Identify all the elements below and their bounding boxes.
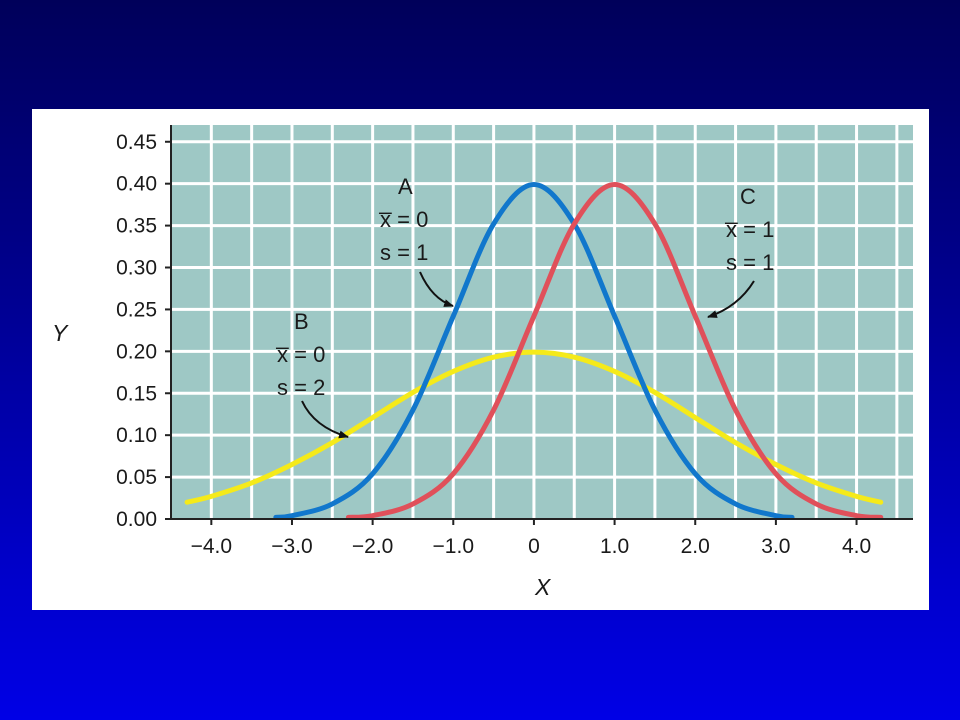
annotation-b-mean: x̅ = 0 <box>275 342 325 367</box>
curves <box>184 182 884 520</box>
annotation-a-arrow <box>419 271 454 307</box>
y-axis-title: Y <box>52 320 69 346</box>
annotation-a-label: A <box>398 174 413 199</box>
curve-c <box>345 182 884 520</box>
curve-a <box>273 182 795 520</box>
axes <box>170 125 913 520</box>
annotation-b-label: B <box>294 309 309 334</box>
y-tick-label: 0.40 <box>116 173 157 196</box>
x-tick-label: 1.0 <box>600 535 629 558</box>
y-tick-labels: 0.00 0.05 0.10 0.15 0.20 0.25 0.30 0.35 0.40 0.45 <box>116 131 171 531</box>
y-tick-label: 0.30 <box>116 257 157 280</box>
plot-area <box>171 125 913 519</box>
normal-curves-chart: 0.00 0.05 0.10 0.15 0.20 0.25 0.30 0.35 0.40 0.45… <box>52 125 913 600</box>
x-axis-title: X <box>534 574 552 600</box>
annotation-b-arrow <box>301 400 349 439</box>
y-tick-label: 0.25 <box>116 298 157 321</box>
y-tick-label: 0.05 <box>116 466 157 489</box>
y-tick-label: 0.10 <box>116 424 157 447</box>
x-tick-label: 3.0 <box>761 535 790 558</box>
x-tick-labels: −4.0 −3.0 −2.0 −1.0 0 1.0 2.0 3.0 4.0 <box>191 519 871 558</box>
x-tick-label: 2.0 <box>681 535 710 558</box>
curve-b <box>184 349 884 505</box>
annotation-b-sd: s = 2 <box>277 375 325 400</box>
y-tick-label: 0.00 <box>116 508 157 531</box>
annotation-a: A x̅ = 0 s = 1 <box>378 174 454 307</box>
x-tick-label: −1.0 <box>433 535 474 558</box>
x-tick-label: −2.0 <box>352 535 393 558</box>
x-tick-label: 0 <box>528 535 540 558</box>
annotation-c: C x̅ = 1 s = 1 <box>707 184 774 318</box>
x-tick-label: −3.0 <box>271 535 312 558</box>
annotation-c-arrow <box>707 280 755 318</box>
annotation-b: B x̅ = 0 s = 2 <box>275 309 349 439</box>
annotation-a-sd: s = 1 <box>380 240 428 265</box>
y-tick-label: 0.45 <box>116 131 157 154</box>
figure-panel: 0.00 0.05 0.10 0.15 0.20 0.25 0.30 0.35 0.40 0.45… <box>32 109 929 610</box>
annotation-c-mean: x̅ = 1 <box>724 217 774 242</box>
y-tick-label: 0.35 <box>116 215 157 238</box>
x-tick-label: 4.0 <box>842 535 871 558</box>
annotation-a-mean: x̅ = 0 <box>378 207 428 232</box>
annotation-c-label: C <box>740 184 756 209</box>
y-tick-label: 0.15 <box>116 382 157 405</box>
annotation-c-sd: s = 1 <box>726 250 774 275</box>
y-tick-label: 0.20 <box>116 340 157 363</box>
x-tick-label: −4.0 <box>191 535 232 558</box>
